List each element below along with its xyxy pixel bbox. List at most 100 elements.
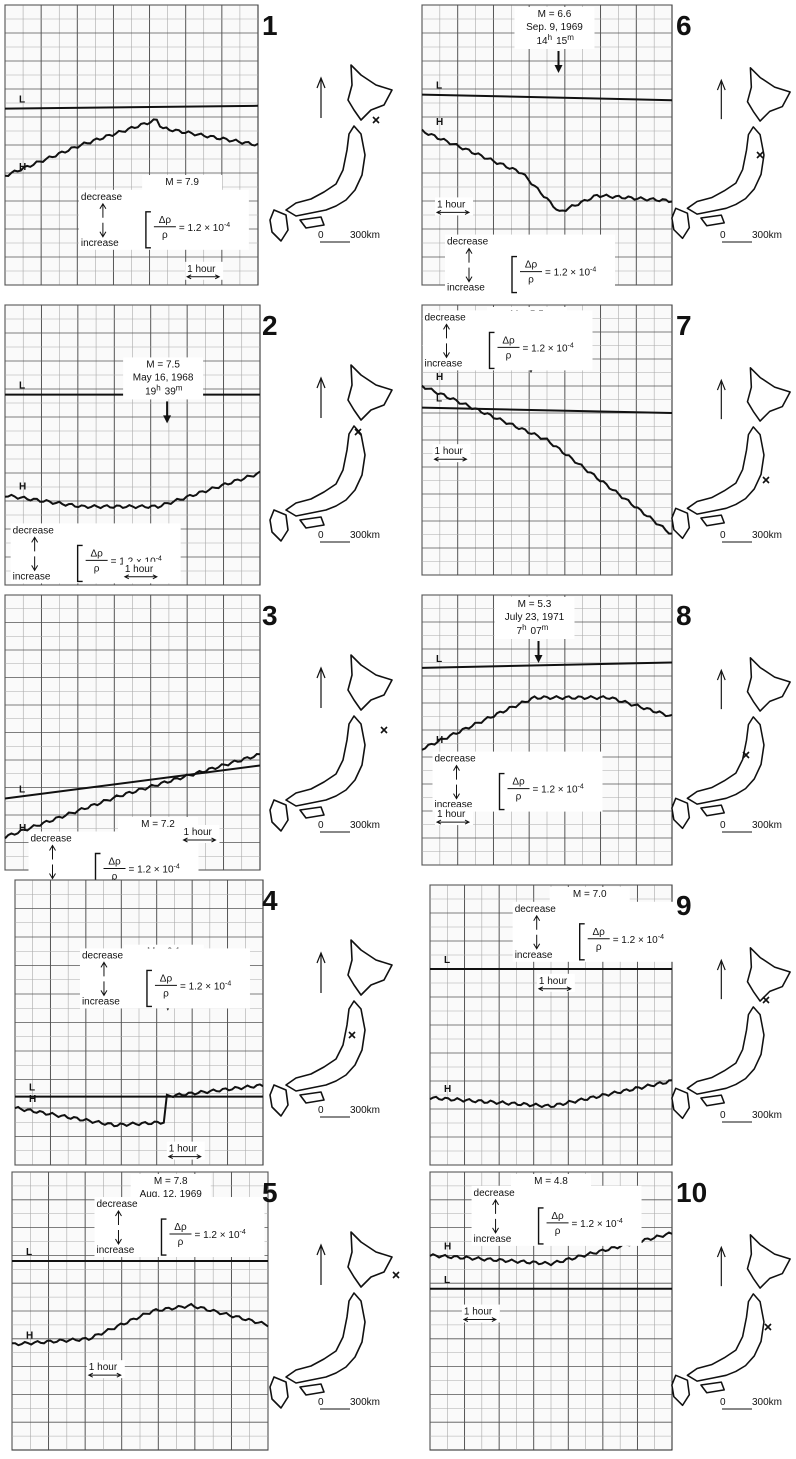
trace-h [4, 118, 259, 178]
japan-map [269, 654, 393, 832]
bracket [498, 772, 505, 811]
formula-coefficient: = 1.2 × 10 [523, 343, 568, 354]
trace-l-label: L [436, 81, 442, 92]
trace-l-label: L [19, 785, 25, 796]
formula-denominator: ρ [528, 275, 534, 286]
formula-denominator: ρ [506, 350, 512, 361]
bracket [146, 969, 152, 1008]
formula: = 1.2 × 10-4 [545, 267, 596, 279]
hour-label: 1 hour [437, 809, 466, 820]
time-minute-unit: m [567, 33, 574, 42]
formula-coefficient: = 1.2 × 10 [179, 223, 224, 234]
time: 19h 39m [145, 383, 183, 397]
formula-denominator: ρ [112, 872, 118, 883]
panel-number: 10 [676, 1177, 707, 1208]
panel: L H M = 5.3 July 23, 1971 7h 07m decrease incre… [421, 594, 791, 866]
scale-zero: 0 [318, 1397, 324, 1408]
time-minute: 39 [165, 386, 177, 397]
panel-number: 7 [676, 310, 692, 341]
scale-zero: 0 [720, 530, 726, 541]
event-arrow-head [554, 65, 563, 73]
magnitude: M = 7.0 [573, 889, 607, 900]
trace-h [4, 470, 261, 510]
event-arrow-head [534, 655, 543, 663]
japan-map [269, 939, 393, 1117]
hour-span [462, 1317, 497, 1323]
direction-arrows [453, 764, 460, 800]
formula-coefficient: = 1.2 × 10 [533, 785, 578, 796]
scale-zero: 0 [720, 1397, 726, 1408]
hour-span [87, 1372, 122, 1378]
trace-h [421, 694, 673, 751]
formula-numerator: Δρ [159, 215, 172, 226]
time: 7h 07m [517, 623, 549, 637]
trace-h-label: H [19, 481, 26, 492]
time-minute-unit: m [176, 383, 183, 392]
scale-zero: 0 [318, 530, 324, 541]
formula: = 1.2 × 10-4 [179, 222, 230, 234]
hour-span [435, 209, 471, 215]
event-arrow-head [163, 415, 172, 424]
trace-h [429, 1079, 673, 1109]
trace-l [421, 406, 673, 414]
scale-zero: 0 [720, 230, 726, 241]
annotation-bg [123, 357, 204, 400]
trace-h-label: H [19, 162, 26, 173]
scale-block-bg [445, 234, 615, 295]
hour-bg [432, 444, 471, 463]
formula-numerator: Δρ [525, 260, 538, 271]
direction-arrows [99, 202, 107, 238]
trace-h-label: H [436, 117, 443, 128]
hour-label: 1 hour [435, 446, 464, 457]
formula-coefficient: = 1.2 × 10 [572, 1219, 617, 1230]
scale-label: 300km [350, 230, 380, 241]
bracket [160, 1218, 167, 1256]
epicenter-marker [762, 996, 770, 1004]
hour-span [433, 456, 468, 462]
time-hour-unit: h [156, 383, 160, 392]
date: Sep. 9, 1969 [526, 22, 583, 33]
hour-label: 1 hour [539, 976, 568, 987]
panel-number: 2 [262, 310, 278, 341]
time-hour: 14 [537, 36, 549, 47]
decrease-label: decrease [447, 237, 489, 248]
time-minute-unit: m [542, 623, 549, 632]
formula-exponent: -4 [617, 1218, 623, 1225]
panel: LHM = 7.9May 16, 19689h48mdecreaseincrea… [4, 4, 393, 286]
direction-arrows [443, 323, 450, 359]
trace-h-label: H [26, 1330, 33, 1341]
formula-denominator: ρ [162, 230, 168, 241]
hour-bg [166, 1141, 205, 1160]
decrease-label: decrease [81, 192, 123, 203]
epicenter-marker [348, 1031, 356, 1039]
hour-label: 1 hour [169, 1144, 198, 1155]
formula-denominator: ρ [94, 563, 100, 574]
trace-h [14, 1083, 264, 1128]
increase-label: increase [81, 238, 119, 249]
japan-map [671, 1233, 791, 1407]
japan-map [671, 946, 791, 1120]
trace-l [4, 104, 259, 110]
bracket [145, 211, 151, 249]
trace-l [421, 661, 673, 669]
hour-label: 1 hour [89, 1362, 118, 1373]
japan-map [671, 366, 791, 540]
trace-l-label: L [436, 394, 442, 405]
hour-span [123, 574, 158, 580]
formula: = 1.2 × 10-4 [129, 864, 180, 876]
direction-arrows [115, 1210, 122, 1245]
time: 14h 15m [537, 33, 575, 47]
decrease-label: decrease [425, 312, 467, 323]
trace-h-label: H [444, 1084, 451, 1095]
hour-bg [461, 1304, 500, 1323]
scale-block-bg [79, 948, 250, 1009]
hour-label: 1 hour [464, 1307, 493, 1318]
hour-bg [181, 825, 220, 843]
hour-bg [86, 1360, 125, 1379]
formula-exponent: -4 [568, 342, 574, 349]
formula-exponent: -4 [174, 864, 180, 871]
trace-l-label: L [444, 1275, 450, 1286]
formula-numerator: Δρ [593, 927, 606, 938]
direction-arrows [100, 961, 108, 997]
